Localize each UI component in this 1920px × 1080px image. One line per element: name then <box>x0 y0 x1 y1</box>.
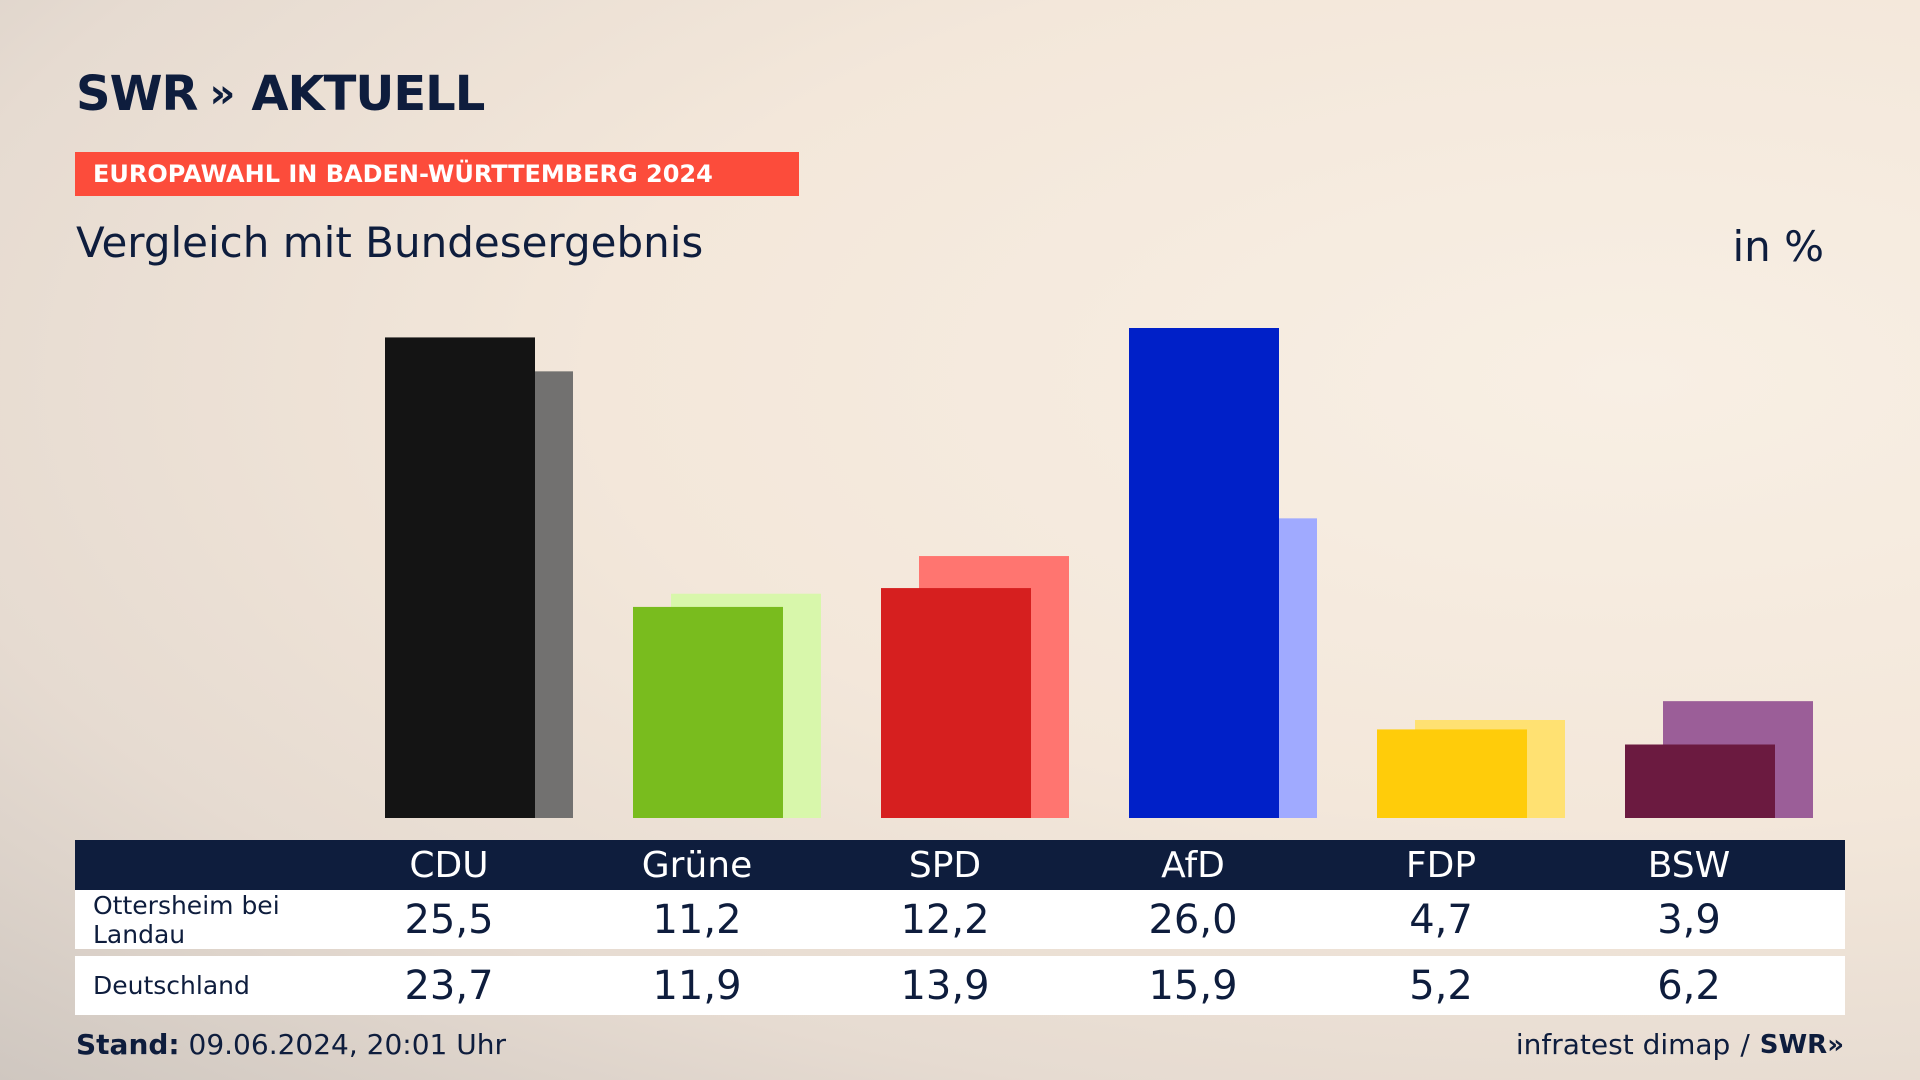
bar-local-spd <box>881 588 1031 818</box>
bar-local-gruene <box>633 606 783 818</box>
source-credit: infratest dimap / SWR» <box>1516 1028 1844 1061</box>
brand-program: AKTUELL <box>251 66 485 122</box>
election-banner: EUROPAWAHL IN BADEN-WÜRTTEMBERG 2024 <box>75 152 799 196</box>
row-label-germany: Deutschland <box>93 971 250 1000</box>
table-row: Deutschland 23,7 11,9 13,9 15,9 5,2 6,2 <box>75 956 1845 1015</box>
bar-local-afd <box>1129 328 1279 818</box>
source-separator: / <box>1740 1028 1750 1061</box>
value-local-gruene: 11,2 <box>652 896 742 943</box>
value-local-fdp: 4,7 <box>1409 896 1473 943</box>
bar-local-fdp <box>1377 729 1527 818</box>
header-fdp: FDP <box>1405 844 1477 886</box>
value-germany-gruene: 11,9 <box>652 962 742 1009</box>
bar-local-bsw <box>1625 744 1775 818</box>
value-germany-cdu: 23,7 <box>404 962 494 1009</box>
value-local-cdu: 25,5 <box>404 896 494 943</box>
bar-chart <box>385 328 1813 818</box>
value-germany-fdp: 5,2 <box>1409 962 1473 1009</box>
header-cdu: CDU <box>409 844 489 886</box>
value-germany-afd: 15,9 <box>1148 962 1238 1009</box>
swr-aktuell-logo: SWR » AKTUELL <box>76 66 485 122</box>
bar-local-cdu <box>385 337 535 818</box>
timestamp: Stand: 09.06.2024, 20:01 Uhr <box>76 1028 506 1061</box>
header-bsw: BSW <box>1647 844 1731 886</box>
table-header: CDU Grüne SPD AfD FDP BSW <box>75 840 1845 890</box>
chart-subtitle: Vergleich mit Bundesergebnis <box>76 218 704 267</box>
header-gruene: Grüne <box>641 844 753 886</box>
results-table: CDU Grüne SPD AfD FDP BSW Ottersheim bei… <box>75 840 1845 1015</box>
unit-label: in % <box>1732 222 1824 271</box>
value-local-bsw: 3,9 <box>1657 896 1721 943</box>
value-germany-spd: 13,9 <box>900 962 990 1009</box>
brand-chevrons: » <box>209 71 235 117</box>
header-spacer <box>75 840 325 890</box>
stand-value: 09.06.2024, 20:01 Uhr <box>188 1028 506 1061</box>
header-spd: SPD <box>908 844 982 886</box>
value-local-spd: 12,2 <box>900 896 990 943</box>
swr-small-logo: SWR» <box>1759 1029 1844 1060</box>
source-name: infratest dimap <box>1515 1028 1731 1061</box>
value-local-afd: 26,0 <box>1148 896 1238 943</box>
header-afd: AfD <box>1161 844 1225 886</box>
value-germany-bsw: 6,2 <box>1657 962 1721 1009</box>
table-row: Ottersheim bei Landau 25,5 11,2 12,2 26,… <box>75 890 1845 949</box>
row-label-local: Ottersheim bei Landau <box>93 890 280 949</box>
stand-label: Stand: <box>76 1028 180 1061</box>
brand-name: SWR <box>76 66 198 122</box>
